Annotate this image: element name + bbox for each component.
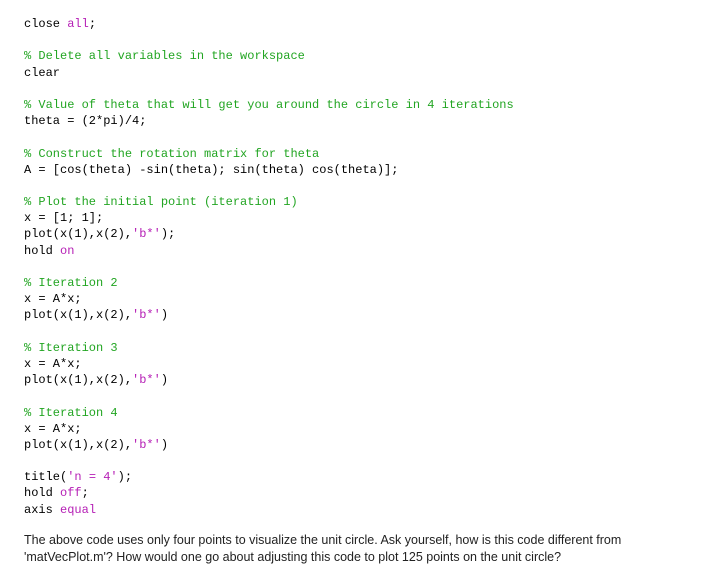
code-line: x = A*x; [24, 421, 679, 437]
code-token: clear [24, 66, 60, 80]
code-line: hold off; [24, 485, 679, 501]
code-line [24, 129, 679, 145]
code-token: % Plot the initial point (iteration 1) [24, 195, 298, 209]
code-line: title('n = 4'); [24, 469, 679, 485]
code-token: plot(x(1),x(2), [24, 227, 132, 241]
code-line: % Value of theta that will get you aroun… [24, 97, 679, 113]
code-line: % Iteration 3 [24, 340, 679, 356]
code-token: title( [24, 470, 67, 484]
code-line: close all; [24, 16, 679, 32]
code-token: hold [24, 244, 60, 258]
code-token: ); [161, 227, 175, 241]
code-line: % Plot the initial point (iteration 1) [24, 194, 679, 210]
code-line [24, 81, 679, 97]
code-token: % Construct the rotation matrix for thet… [24, 147, 319, 161]
code-token: equal [60, 503, 96, 517]
code-token: x = A*x; [24, 292, 82, 306]
code-token: plot(x(1),x(2), [24, 373, 132, 387]
code-token: all [67, 17, 89, 31]
code-line: axis equal [24, 502, 679, 518]
code-line: plot(x(1),x(2),'b*') [24, 307, 679, 323]
code-token: plot(x(1),x(2), [24, 438, 132, 452]
code-token: ) [161, 373, 168, 387]
code-token: % Iteration 2 [24, 276, 118, 290]
code-line [24, 178, 679, 194]
code-line: plot(x(1),x(2),'b*') [24, 372, 679, 388]
code-token: plot(x(1),x(2), [24, 308, 132, 322]
code-token: theta = (2*pi)/4; [24, 114, 146, 128]
explanation-paragraph: The above code uses only four points to … [24, 532, 679, 567]
code-token: hold [24, 486, 60, 500]
code-block: close all; % Delete all variables in the… [24, 16, 679, 518]
code-line: x = A*x; [24, 356, 679, 372]
code-token: on [60, 244, 74, 258]
code-token: % Iteration 4 [24, 406, 118, 420]
code-token: ; [89, 17, 96, 31]
code-token: 'b*' [132, 227, 161, 241]
code-line: plot(x(1),x(2),'b*') [24, 437, 679, 453]
code-token: 'b*' [132, 438, 161, 452]
code-token: close [24, 17, 67, 31]
code-token: A = [cos(theta) -sin(theta); sin(theta) … [24, 163, 398, 177]
code-token: 'b*' [132, 308, 161, 322]
code-line: clear [24, 65, 679, 81]
code-line [24, 388, 679, 404]
code-token: % Delete all variables in the workspace [24, 49, 305, 63]
code-line [24, 32, 679, 48]
code-token: 'n = 4' [67, 470, 117, 484]
code-line: x = A*x; [24, 291, 679, 307]
code-line: hold on [24, 243, 679, 259]
code-token: % Iteration 3 [24, 341, 118, 355]
code-line: theta = (2*pi)/4; [24, 113, 679, 129]
code-token: x = [1; 1]; [24, 211, 103, 225]
code-line: % Iteration 2 [24, 275, 679, 291]
code-token: ; [82, 486, 89, 500]
code-token: 'b*' [132, 373, 161, 387]
code-token: ); [118, 470, 132, 484]
code-token: ) [161, 308, 168, 322]
code-token: axis [24, 503, 60, 517]
code-line [24, 259, 679, 275]
code-token: % Value of theta that will get you aroun… [24, 98, 514, 112]
code-token: off [60, 486, 82, 500]
code-line [24, 453, 679, 469]
code-token: x = A*x; [24, 422, 82, 436]
code-line: A = [cos(theta) -sin(theta); sin(theta) … [24, 162, 679, 178]
code-line [24, 324, 679, 340]
code-token: x = A*x; [24, 357, 82, 371]
code-line: plot(x(1),x(2),'b*'); [24, 226, 679, 242]
code-token: ) [161, 438, 168, 452]
code-line: % Construct the rotation matrix for thet… [24, 146, 679, 162]
code-line: x = [1; 1]; [24, 210, 679, 226]
code-line: % Delete all variables in the workspace [24, 48, 679, 64]
code-line: % Iteration 4 [24, 405, 679, 421]
